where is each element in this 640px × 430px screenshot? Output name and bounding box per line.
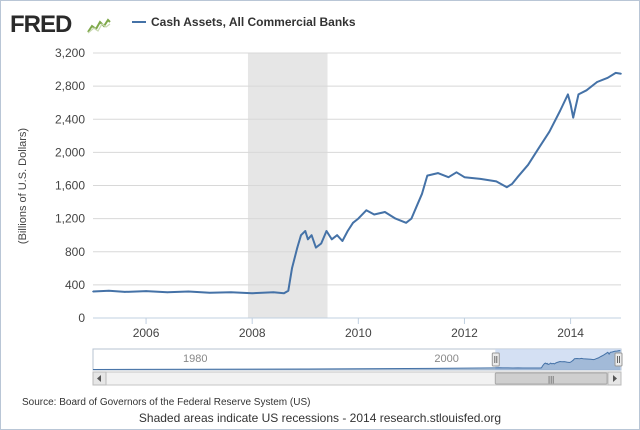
data-point (606, 77, 609, 79)
data-point (463, 176, 466, 179)
data-point (315, 246, 317, 249)
data-point (394, 217, 397, 220)
data-point (614, 72, 617, 74)
data-point (352, 221, 354, 224)
navigator-year-label: 1980 (183, 353, 207, 365)
data-point (537, 147, 540, 150)
y-tick-label: 3,200 (55, 46, 85, 60)
navigator-line (92, 350, 621, 370)
y-tick-label: 2,800 (55, 79, 85, 93)
data-point (291, 267, 293, 270)
x-tick-label: 2014 (557, 326, 584, 340)
navigator-selection[interactable] (495, 349, 621, 370)
y-tick-label: 1,600 (55, 179, 85, 193)
x-tick-label: 2012 (451, 326, 478, 340)
chevron-left-icon (97, 375, 101, 382)
y-axis-title: (Billions of U.S. Dollars) (17, 128, 29, 244)
data-point (516, 176, 519, 179)
data-point (92, 290, 94, 293)
data-point (384, 211, 386, 213)
recession-note: Shaded areas indicate US recessions - 20… (138, 411, 502, 425)
data-point (251, 292, 253, 294)
data-point (405, 221, 407, 224)
data-point (567, 93, 569, 96)
data-point (479, 178, 482, 180)
series-line-cash-assets (92, 71, 622, 295)
data-point (511, 183, 514, 185)
data-point (548, 130, 551, 133)
data-point (307, 238, 309, 241)
data-point (325, 230, 328, 232)
y-tick-label: 2,000 (55, 145, 85, 159)
data-point (272, 291, 275, 294)
fred-logo-text: FRED (10, 11, 72, 38)
data-point (455, 171, 458, 174)
data-point (296, 246, 299, 249)
data-point (108, 289, 110, 292)
data-point (585, 89, 588, 92)
fred-logo[interactable]: FRED (10, 11, 111, 38)
data-point (283, 292, 285, 294)
navigator-handle-right[interactable] (614, 352, 623, 367)
data-point (145, 290, 147, 292)
legend-label: Cash Assets, All Commercial Banks (151, 15, 356, 29)
data-point (596, 81, 598, 83)
data-point (187, 290, 190, 293)
y-tick-label: 2,400 (55, 112, 85, 126)
data-point (495, 180, 498, 183)
y-tick-label: 800 (65, 245, 85, 259)
navigator-year-label: 2000 (434, 353, 458, 365)
data-point (415, 205, 418, 208)
data-point (166, 291, 169, 294)
data-point (527, 163, 529, 166)
data-point (437, 172, 439, 174)
data-point (310, 234, 313, 236)
y-tick-label: 0 (78, 311, 85, 325)
data-point (447, 176, 450, 179)
data-point (506, 186, 508, 188)
x-tick-label: 2008 (239, 326, 266, 340)
data-point (341, 240, 344, 242)
data-point (559, 110, 561, 112)
data-point (124, 291, 126, 293)
data-point (373, 213, 376, 216)
data-point (569, 103, 572, 106)
data-point (365, 209, 368, 212)
chevron-right-icon (613, 375, 617, 382)
data-point (300, 234, 302, 236)
data-point (346, 230, 349, 232)
data-point (410, 217, 413, 220)
legend: Cash Assets, All Commercial Banks (132, 15, 356, 29)
data-point (426, 174, 429, 177)
navigator-area (93, 350, 621, 370)
data-point (421, 192, 423, 195)
data-point (577, 93, 580, 96)
source-note: Source: Board of Governors of the Federa… (22, 397, 311, 408)
data-point (320, 242, 322, 245)
data-point (357, 217, 360, 220)
y-tick-label: 400 (65, 278, 85, 292)
data-point (230, 291, 232, 294)
scrollbar-thumb[interactable] (494, 372, 608, 385)
data-point (572, 116, 575, 119)
data-point (330, 238, 333, 241)
data-point (620, 72, 622, 75)
fred-logo-graph-icon (87, 18, 111, 34)
scrollbar-grip-icon: ||| (548, 375, 554, 384)
data-point (208, 291, 211, 294)
y-tick-label: 1,200 (55, 212, 85, 226)
navigator-handle-left[interactable] (491, 352, 500, 367)
data-point (304, 230, 307, 232)
data-point (287, 289, 290, 292)
data-point (336, 234, 338, 236)
x-tick-label: 2006 (133, 326, 160, 340)
x-tick-label: 2010 (345, 326, 372, 340)
